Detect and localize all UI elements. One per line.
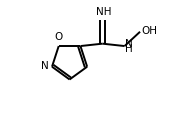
Text: NH: NH — [96, 7, 112, 17]
Text: N: N — [41, 61, 48, 71]
Text: H: H — [125, 44, 133, 54]
Text: O: O — [54, 31, 62, 41]
Text: OH: OH — [142, 25, 158, 36]
Text: N: N — [125, 39, 133, 49]
